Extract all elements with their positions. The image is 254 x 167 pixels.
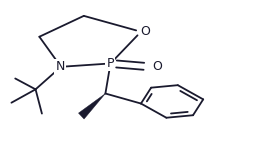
Text: O: O	[140, 25, 150, 38]
Text: N: N	[55, 60, 65, 73]
Text: O: O	[152, 60, 162, 73]
Text: P: P	[107, 57, 114, 70]
Polygon shape	[78, 94, 105, 119]
